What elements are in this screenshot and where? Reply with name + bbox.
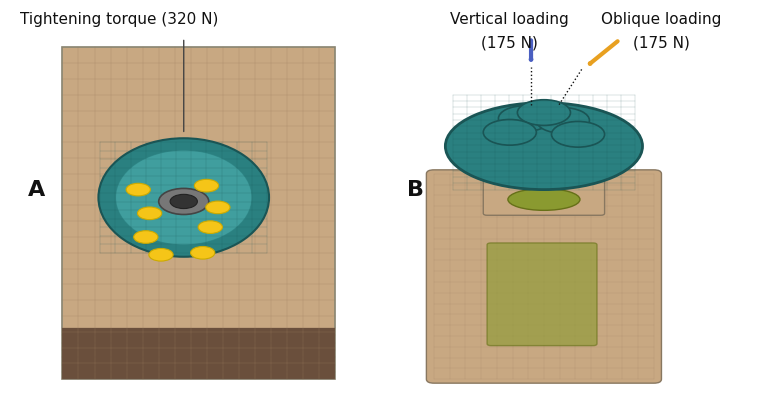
Ellipse shape [446, 103, 643, 190]
FancyBboxPatch shape [483, 164, 605, 215]
Text: Oblique loading: Oblique loading [601, 12, 721, 27]
Text: Vertical loading: Vertical loading [450, 12, 569, 27]
Circle shape [198, 221, 223, 233]
FancyBboxPatch shape [62, 47, 336, 379]
Circle shape [137, 207, 162, 220]
Circle shape [149, 248, 173, 261]
Ellipse shape [115, 150, 252, 245]
Ellipse shape [499, 106, 552, 132]
Circle shape [194, 179, 219, 192]
Circle shape [126, 183, 150, 196]
FancyBboxPatch shape [62, 328, 336, 379]
Ellipse shape [483, 120, 537, 145]
Text: A: A [28, 180, 45, 199]
Circle shape [191, 246, 215, 259]
Circle shape [159, 188, 209, 214]
Ellipse shape [508, 189, 580, 211]
FancyBboxPatch shape [426, 170, 661, 383]
Ellipse shape [98, 138, 269, 257]
Ellipse shape [517, 100, 570, 126]
Text: B: B [407, 180, 425, 199]
Ellipse shape [537, 108, 590, 134]
FancyBboxPatch shape [487, 243, 597, 346]
Circle shape [170, 194, 197, 209]
Circle shape [206, 201, 230, 214]
Text: (175 N): (175 N) [633, 36, 690, 51]
Circle shape [134, 231, 158, 243]
Text: Tightening torque (320 N): Tightening torque (320 N) [20, 12, 218, 27]
Ellipse shape [552, 122, 605, 147]
Text: (175 N): (175 N) [481, 36, 538, 51]
